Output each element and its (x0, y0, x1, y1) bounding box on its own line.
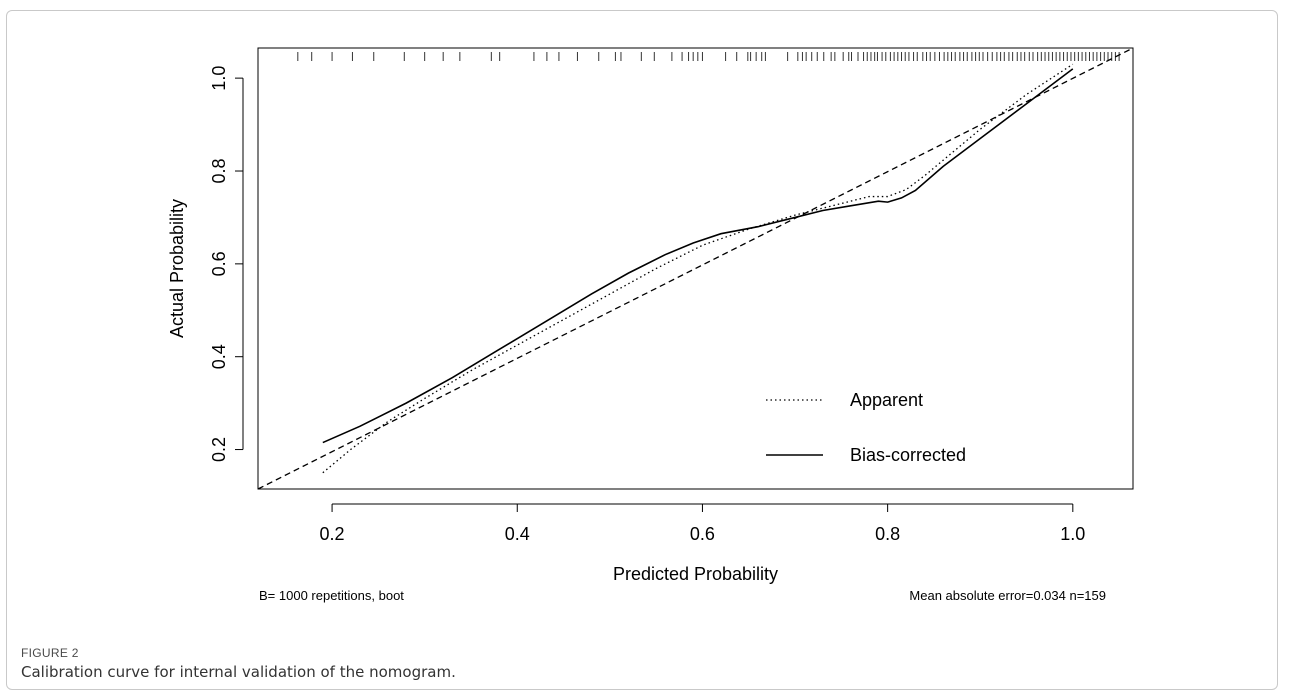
plot-area-border (257, 47, 1134, 490)
error-note: Mean absolute error=0.034 n=159 (909, 588, 1106, 603)
x-tick-label: 0.8 (875, 524, 900, 544)
x-tick-label: 1.0 (1060, 524, 1085, 544)
figure-caption-block: FIGURE 2 Calibration curve for internal … (21, 646, 456, 681)
figure-label: FIGURE 2 (21, 646, 79, 660)
y-tick-label: 0.6 (209, 251, 229, 276)
legend: Apparent Bias-corrected (766, 390, 966, 465)
series-line-solid (322, 68, 1074, 444)
y-tick-label: 0.8 (209, 159, 229, 184)
series-lines (257, 47, 1134, 490)
bootstrap-note: B= 1000 repetitions, boot (259, 588, 404, 603)
x-tick-label: 0.6 (690, 524, 715, 544)
x-axis-title: Predicted Probability (613, 564, 778, 584)
legend-label: Apparent (850, 390, 923, 410)
series-line-dashed (257, 47, 1134, 490)
x-axis: 0.2 0.4 0.6 0.8 1.0 (320, 503, 1085, 544)
x-tick-label: 0.4 (505, 524, 530, 544)
legend-label: Bias-corrected (850, 445, 966, 465)
y-axis-title: Actual Probability (167, 199, 187, 338)
y-axis: 0.2 0.4 0.6 0.8 1.0 (209, 66, 244, 462)
x-tick-label: 0.2 (320, 524, 345, 544)
rug-marks (297, 52, 1120, 61)
y-tick-label: 1.0 (209, 66, 229, 91)
y-tick-label: 0.2 (209, 437, 229, 462)
y-tick-label: 0.4 (209, 344, 229, 369)
figure-caption: Calibration curve for internal validatio… (21, 663, 456, 681)
series-line-dotted (322, 63, 1074, 474)
calibration-chart: 0.2 0.4 0.6 0.8 1.0 0.2 0.4 0.6 0.8 1.0 Predicte… (167, 47, 1134, 603)
figure-frame: 0.2 0.4 0.6 0.8 1.0 0.2 0.4 0.6 0.8 1.0 Predicte… (6, 10, 1278, 690)
